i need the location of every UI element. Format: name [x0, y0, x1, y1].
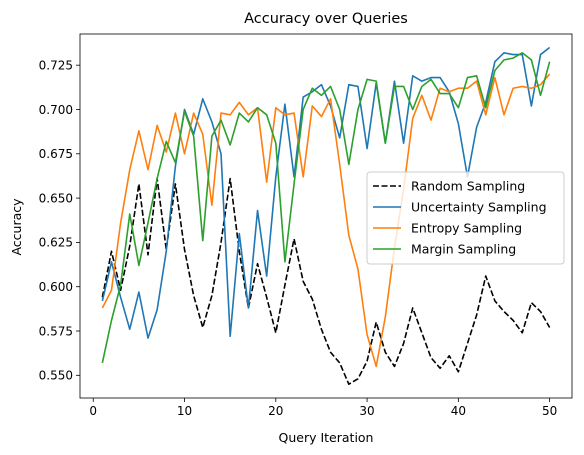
- y-tick-label: 0.575: [39, 324, 73, 338]
- legend-label-entropy-sampling: Entropy Sampling: [411, 221, 522, 236]
- legend: Random Sampling Uncertainty Sampling Entro…: [366, 171, 565, 265]
- series-line-entropy-sampling: [101, 73, 551, 368]
- legend-label-margin-sampling: Margin Sampling: [411, 242, 516, 257]
- x-axis-label: Query Iteration: [279, 430, 374, 445]
- y-tick-label: 0.650: [39, 191, 73, 205]
- y-tick-label: 0.600: [39, 280, 73, 294]
- chart-title: Accuracy over Queries: [244, 11, 408, 27]
- x-tick-label: 30: [359, 404, 374, 418]
- y-tick-label: 0.625: [39, 236, 73, 250]
- y-tick-label: 0.550: [39, 369, 73, 383]
- series-lines: [101, 46, 551, 385]
- legend-label-uncertainty-sampling: Uncertainty Sampling: [411, 200, 547, 215]
- x-axis-ticks: 0 10 20 30 40 50: [89, 398, 557, 418]
- x-tick-label: 20: [268, 404, 283, 418]
- legend-label-random-sampling: Random Sampling: [411, 179, 525, 194]
- series-line-margin-sampling: [101, 51, 551, 364]
- y-tick-label: 0.700: [39, 103, 73, 117]
- y-tick-label: 0.675: [39, 147, 73, 161]
- x-tick-label: 0: [89, 404, 97, 418]
- y-axis-ticks: 0.550 0.575 0.600 0.625 0.650 0.675 0.700 0.725: [39, 58, 80, 383]
- y-axis-label: Accuracy: [9, 198, 24, 256]
- x-tick-label: 50: [542, 404, 557, 418]
- y-tick-label: 0.725: [39, 58, 73, 72]
- legend-box: [366, 171, 565, 265]
- series-line-random-sampling: [101, 177, 551, 385]
- x-tick-label: 40: [451, 404, 466, 418]
- x-tick-label: 10: [177, 404, 192, 418]
- axes-frame: [79, 33, 573, 399]
